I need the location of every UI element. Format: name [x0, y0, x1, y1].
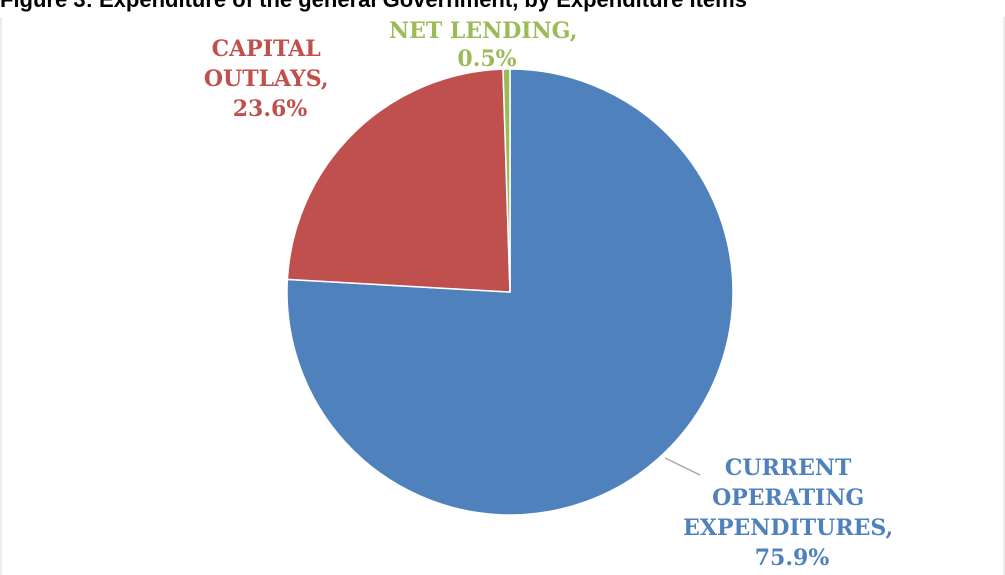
label-current-operating: CURRENT OPERATING EXPENDITURES, 75.9% — [683, 455, 901, 571]
label-capital-outlays: CAPITAL OUTLAYS, 23.6% — [204, 36, 336, 122]
leader-line — [664, 457, 701, 476]
pie-slices — [286, 68, 734, 516]
slice-capital-outlays — [286, 68, 511, 293]
chart-title: Figure 3: Expenditure of the general Gov… — [0, 0, 1005, 17]
label-net-lending: NET LENDING, 0.5% — [389, 18, 585, 72]
slice-current-operating — [286, 68, 734, 516]
slice-net-lending — [502, 68, 511, 293]
